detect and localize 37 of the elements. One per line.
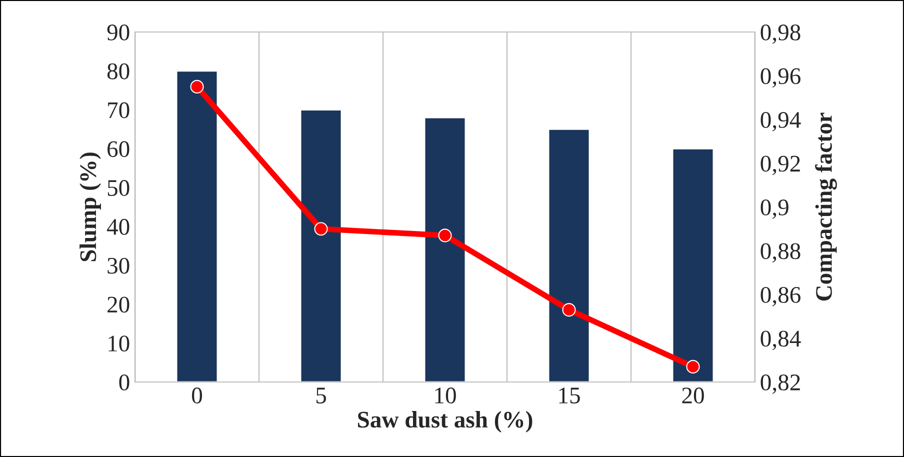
y2-tick-label: 0,98 (760, 24, 800, 44)
y-tick-label: 70 (108, 102, 130, 118)
x-tick-label: 5 (316, 388, 326, 404)
y2-tick-label: 0,94 (760, 112, 801, 132)
y-tick-label: 60 (108, 141, 130, 158)
y-tick-label: 0 (119, 374, 130, 390)
x-tick-label: 10 (435, 388, 456, 404)
point (314, 222, 328, 236)
point (190, 80, 204, 94)
y-tick-label: 80 (107, 63, 130, 80)
bar (672, 148, 714, 382)
y2-tick-label: 0,9 (760, 199, 788, 219)
x-tick-label: 15 (559, 388, 580, 404)
bar (176, 70, 218, 382)
y2-tick-label: 0,86 (760, 286, 800, 306)
bar (424, 116, 466, 382)
x-tick-label: 0 (192, 388, 202, 404)
y2-tick-label: 0,88 (760, 243, 800, 263)
bar (548, 128, 590, 382)
point (686, 360, 700, 374)
point (438, 228, 452, 242)
y2-tick-label: 0,82 (760, 374, 800, 394)
y2-tick-label: 0,92 (760, 156, 800, 176)
y-tick-label: 20 (108, 296, 130, 313)
point (562, 303, 576, 317)
y-tick-label: 30 (108, 258, 130, 274)
y-tick-label: 90 (107, 24, 130, 40)
y2-axis-title: Compacting factor (815, 112, 837, 301)
bar (300, 109, 342, 382)
x-tick-label: 20 (682, 388, 704, 404)
y2-tick-label: 0,84 (760, 330, 801, 350)
y-axis-title: Slump (%) (80, 152, 101, 262)
x-axis-title: Saw dust ash (%) (358, 411, 532, 432)
y-tick-label: 10 (108, 336, 130, 352)
y-tick-label: 50 (108, 180, 130, 196)
y-tick-label: 40 (106, 218, 130, 235)
y2-tick-label: 0,96 (760, 68, 800, 88)
